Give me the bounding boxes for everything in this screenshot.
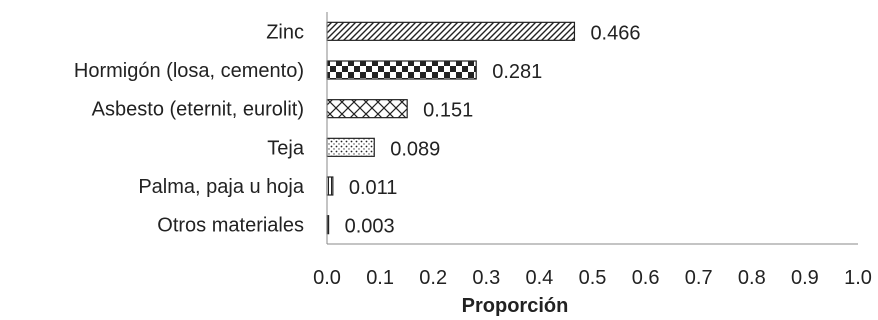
value-label-2: 0.281 [492,61,542,83]
value-label-6: 0.003 [345,216,395,238]
category-label-2: Hormigón (losa, cemento) [74,60,304,82]
category-label-4: Teja [267,137,305,159]
category-label-3: Asbesto (eternit, eurolit) [92,99,304,121]
x-tick-label-6: 0.6 [632,267,660,289]
x-tick-labels: 0.0 0.1 0.2 0.3 0.4 0.5 0.6 0.7 0.8 0.9 1.0 [313,267,872,289]
x-tick-label-3: 0.3 [472,267,500,289]
category-label-6: Otros materiales [157,215,304,237]
value-label-4: 0.089 [390,138,440,160]
category-labels: Zinc Hormigón (losa, cemento) Asbesto (ete… [74,21,305,236]
x-tick-label-10: 1.0 [844,267,872,289]
bar-1 [326,21,576,41]
bar-5 [326,176,334,196]
value-labels: 0.466 0.281 0.151 0.089 0.011 0.003 [345,22,641,237]
x-tick-label-4: 0.4 [525,267,553,289]
x-tick-label-0: 0.0 [313,267,341,289]
x-tick-label-9: 0.9 [791,267,819,289]
bar-3 [326,99,408,119]
bar-2 [326,60,477,80]
bars-group [326,21,576,235]
value-label-3: 0.151 [423,100,473,122]
x-tick-label-5: 0.5 [579,267,607,289]
category-label-1: Zinc [266,21,304,43]
x-tick-label-7: 0.7 [685,267,713,289]
value-label-1: 0.466 [590,22,640,44]
x-tick-label-1: 0.1 [366,267,394,289]
x-axis-title: Proporción [462,295,569,317]
x-tick-label-2: 0.2 [419,267,447,289]
bar-4 [326,137,375,157]
category-label-5: Palma, paja u hoja [138,176,305,198]
x-tick-label-8: 0.8 [738,267,766,289]
value-label-5: 0.011 [349,177,398,199]
